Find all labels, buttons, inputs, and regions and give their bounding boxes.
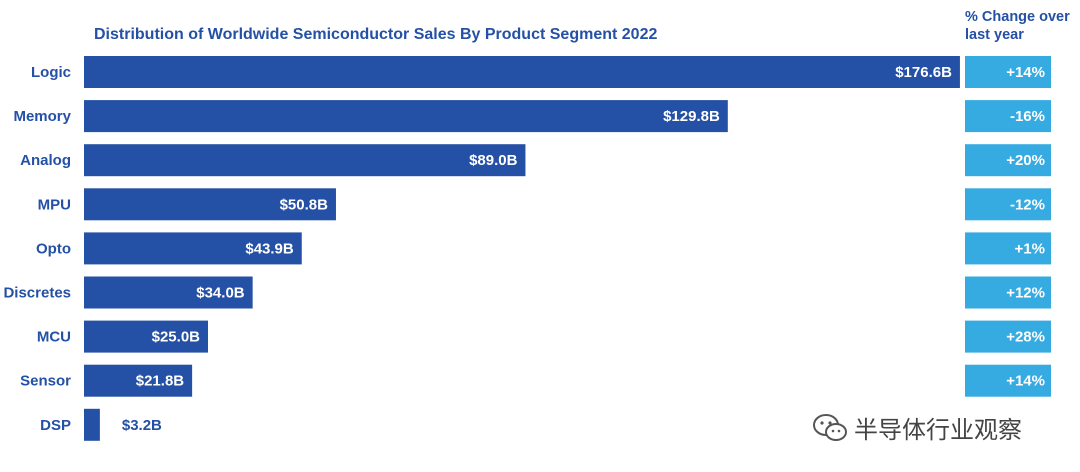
bar-value-label: $129.8B [663, 108, 720, 125]
change-box [965, 100, 1051, 133]
change-label: -12% [1010, 196, 1045, 213]
category-label: MCU [37, 329, 71, 346]
bar-value-label: $21.8B [136, 373, 185, 390]
category-label: MPU [38, 196, 71, 213]
bar [84, 188, 336, 221]
change-box [965, 364, 1051, 397]
change-label: +20% [1006, 152, 1045, 169]
change-column-header: % Change over last year [965, 9, 1070, 43]
change-box [965, 232, 1051, 265]
bar-value-label: $50.8B [280, 196, 329, 213]
bar-value-label: $34.0B [196, 285, 245, 302]
bar [84, 408, 100, 441]
bar-value-label: $25.0B [152, 329, 201, 346]
bar [84, 364, 193, 397]
change-box [965, 144, 1051, 177]
bar-value-label: $89.0B [469, 152, 518, 169]
bar-value-label: $43.9B [245, 240, 294, 257]
category-label: DSP [40, 417, 71, 434]
bar [84, 276, 253, 309]
change-box [965, 188, 1051, 221]
bar [84, 320, 208, 353]
category-label: Discretes [3, 285, 71, 302]
watermark: 半导体行业观察 [812, 410, 1022, 445]
bar-value-label: $3.2B [122, 417, 162, 434]
chart-title: Distribution of Worldwide Semiconductor … [94, 26, 658, 43]
change-label: +1% [1015, 240, 1045, 257]
bar-value-label: $176.6B [895, 64, 952, 81]
change-label: -16% [1010, 108, 1045, 125]
category-label: Sensor [20, 373, 71, 390]
bar [84, 144, 526, 177]
change-label: +14% [1006, 373, 1045, 390]
change-box [965, 276, 1051, 309]
category-label: Logic [31, 64, 71, 81]
bar [84, 232, 302, 265]
bar [84, 56, 960, 88]
wechat-icon [813, 413, 847, 441]
bar [84, 100, 728, 133]
watermark-text: 半导体行业观察 [854, 417, 1022, 444]
change-box [965, 56, 1051, 88]
change-label: +14% [1006, 64, 1045, 81]
category-label: Memory [13, 108, 71, 125]
change-box [965, 320, 1051, 353]
category-label: Analog [20, 152, 71, 169]
category-label: Opto [36, 240, 71, 257]
change-label: +28% [1006, 329, 1045, 346]
change-label: +12% [1006, 285, 1045, 302]
